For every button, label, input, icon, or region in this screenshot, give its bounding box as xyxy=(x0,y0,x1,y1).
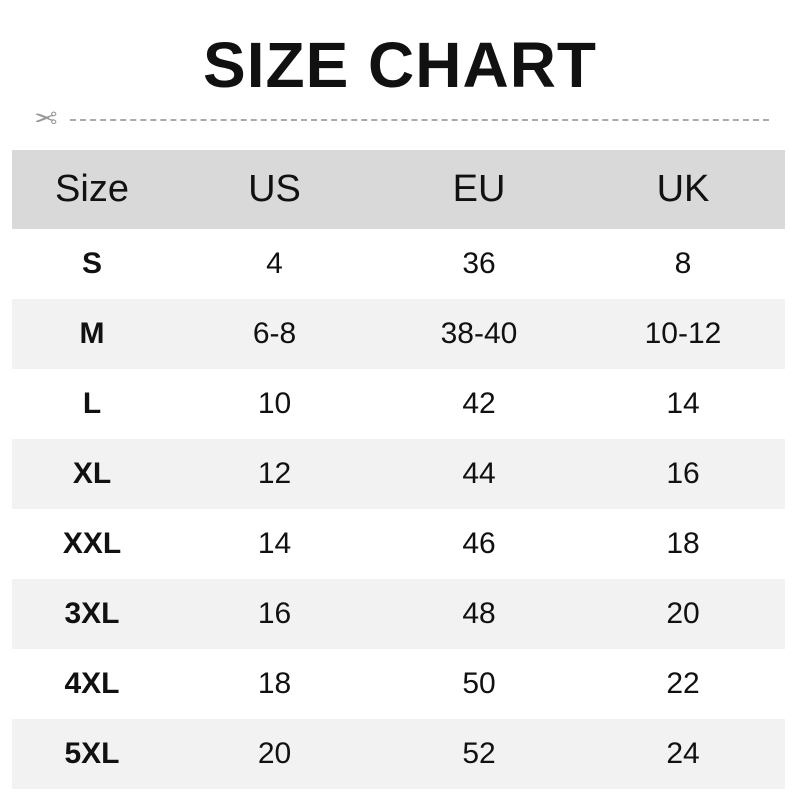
table-cell: 14 xyxy=(666,387,700,420)
table-cell: 14 xyxy=(257,527,292,560)
table-row: 4XL 18 50 22 xyxy=(12,649,785,719)
size-label: M xyxy=(12,299,172,369)
table-cell: 18 xyxy=(257,667,292,700)
size-label: 5XL xyxy=(12,719,172,789)
table-row: 5XL 20 52 24 xyxy=(12,719,785,789)
table-cell: 36 xyxy=(462,247,496,280)
column-header: US xyxy=(172,150,377,229)
table-cell: 38-40 xyxy=(377,299,581,369)
table-row: XXL 14 46 18 xyxy=(12,509,785,579)
column-header: EU xyxy=(377,150,581,229)
size-label: XXL xyxy=(62,527,122,560)
table-row: 3XL 16 48 20 xyxy=(12,579,785,649)
size-table: Size US EU UK S 4 36 8 M 6-8 38-40 10-12 L 10 42 14 XL 1… xyxy=(12,150,785,789)
table-cell: 10 xyxy=(257,387,292,420)
table-cell: 6-8 xyxy=(172,299,377,369)
table-cell: 22 xyxy=(666,667,700,700)
table-cell: 24 xyxy=(581,719,785,789)
table-row: M 6-8 38-40 10-12 xyxy=(12,299,785,369)
table-cell: 8 xyxy=(674,247,692,280)
table-cell: 16 xyxy=(172,579,377,649)
table-cell: 48 xyxy=(377,579,581,649)
dashed-divider xyxy=(70,119,769,121)
table-cell: 10-12 xyxy=(581,299,785,369)
cut-line: ✂ xyxy=(34,103,769,134)
size-label: L xyxy=(82,387,102,420)
scissors-icon: ✂ xyxy=(34,103,58,134)
table-row: L 10 42 14 xyxy=(12,369,785,439)
table-cell: 18 xyxy=(666,527,700,560)
header-row: Size US EU UK xyxy=(12,150,785,229)
table-cell: 50 xyxy=(462,667,496,700)
table-cell: 12 xyxy=(172,439,377,509)
size-label: S xyxy=(81,247,102,280)
table-cell: 46 xyxy=(462,527,496,560)
table-cell: 20 xyxy=(172,719,377,789)
size-label: 4XL xyxy=(64,667,120,700)
size-label: XL xyxy=(12,439,172,509)
table-row: XL 12 44 16 xyxy=(12,439,785,509)
table-row: S 4 36 8 xyxy=(12,229,785,299)
table-cell: 16 xyxy=(581,439,785,509)
table-cell: 44 xyxy=(377,439,581,509)
size-label: 3XL xyxy=(12,579,172,649)
table-cell: 42 xyxy=(462,387,496,420)
table-cell: 4 xyxy=(266,247,283,280)
table-cell: 20 xyxy=(581,579,785,649)
page-title: SIZE CHART xyxy=(203,29,597,101)
column-header: Size xyxy=(12,150,172,229)
table-cell: 52 xyxy=(377,719,581,789)
column-header: UK xyxy=(581,150,785,229)
